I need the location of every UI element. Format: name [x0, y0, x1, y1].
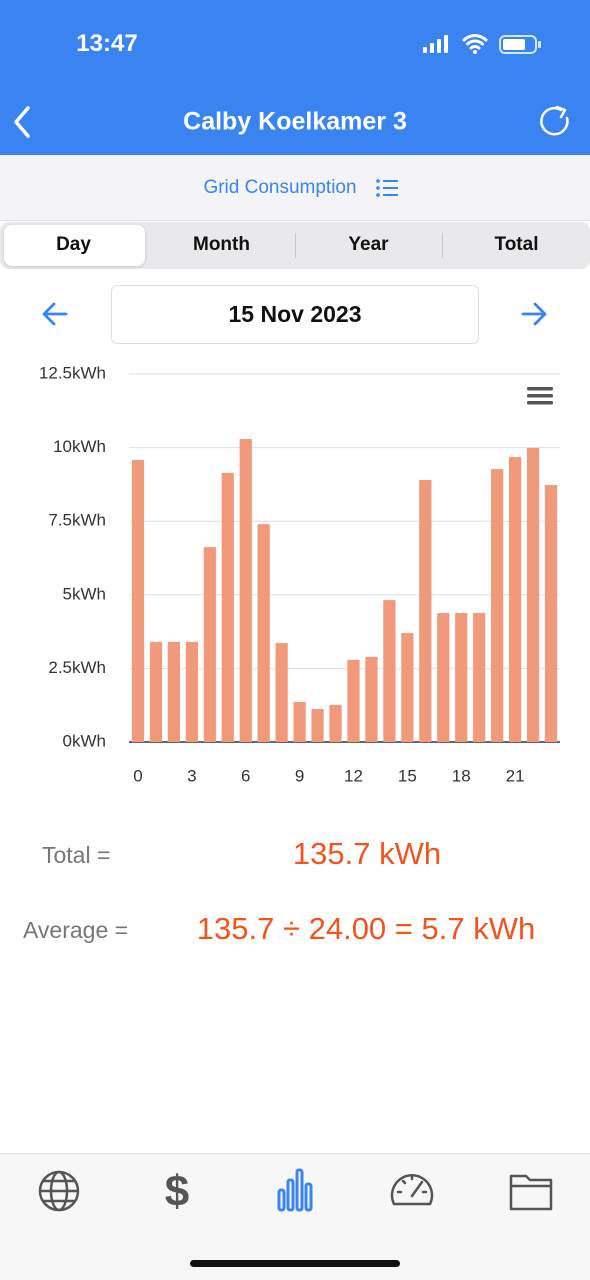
average-label: Average = — [23, 917, 129, 943]
back-button[interactable] — [8, 104, 38, 140]
bar — [544, 484, 558, 742]
x-tick-label: 21 — [506, 766, 525, 785]
bar — [131, 459, 145, 742]
x-tick-label: 3 — [187, 766, 196, 785]
bar — [508, 457, 522, 742]
y-tick-label: 0kWh — [63, 731, 106, 750]
bar — [526, 447, 540, 742]
x-tick-label: 15 — [398, 766, 417, 785]
tab-divider — [295, 233, 296, 258]
nav-icons: $ — [38, 1167, 553, 1216]
bar — [221, 472, 234, 742]
next-date[interactable] — [519, 300, 549, 328]
bar — [275, 643, 288, 742]
top-bar: 13:47 Calby Koelkamer 3 — [0, 0, 590, 155]
refresh-button[interactable] — [537, 104, 573, 140]
tab[interactable]: Day — [56, 234, 91, 255]
tab[interactable]: Month — [193, 234, 250, 255]
tab[interactable]: Year — [348, 234, 389, 255]
tab-selection — [4, 225, 145, 266]
x-tick-label: 9 — [295, 766, 304, 785]
bar — [257, 524, 270, 742]
status-icons — [423, 34, 541, 54]
tab[interactable]: Total — [494, 234, 539, 255]
period-tabs: Day Month Year Total — [0, 222, 590, 269]
bar — [149, 641, 163, 742]
x-tick-label: 18 — [452, 766, 471, 785]
bar — [491, 469, 504, 742]
nav-globe[interactable] — [38, 1170, 80, 1212]
total-value: 135.7 kWh — [292, 836, 442, 871]
bar — [473, 613, 486, 742]
nav-gauge[interactable] — [390, 1174, 434, 1206]
y-tick-label: 7.5kWh — [48, 511, 106, 530]
bar — [329, 704, 342, 742]
list-icon[interactable] — [375, 177, 399, 199]
bar — [383, 600, 396, 742]
x-tick-label: 12 — [344, 766, 363, 785]
bar — [203, 547, 216, 742]
chart-menu[interactable] — [527, 387, 553, 405]
screen-title: Calby Koelkamer 3 — [183, 107, 407, 136]
bar — [455, 613, 468, 742]
metric-selector[interactable]: Grid Consumption — [203, 177, 357, 198]
bottom-nav: $ — [0, 1153, 590, 1280]
subheader: Grid Consumption — [0, 155, 590, 221]
y-tick-label: 2.5kWh — [48, 658, 106, 677]
bar — [419, 479, 432, 742]
nav-files[interactable] — [509, 1174, 553, 1211]
bar — [311, 709, 324, 742]
x-tick-label: 6 — [241, 766, 250, 785]
x-tick-label: 0 — [133, 766, 142, 785]
bar — [401, 633, 414, 742]
bar — [347, 659, 360, 742]
y-tick-label: 10kWh — [53, 437, 106, 456]
home-indicator — [190, 1260, 400, 1267]
bar — [185, 641, 198, 742]
bar — [437, 613, 450, 742]
total-label: Total = — [42, 842, 111, 868]
average-value: 135.7 ÷ 24.00 = 5.7 kWh — [196, 911, 536, 946]
status-time: 13:47 — [76, 30, 138, 57]
prev-date[interactable] — [40, 300, 70, 328]
date-display[interactable]: 15 Nov 2023 — [111, 285, 479, 344]
nav-charts[interactable] — [277, 1168, 313, 1212]
bar — [365, 656, 378, 742]
y-tick-label: 12.5kWh — [39, 363, 106, 382]
bar — [293, 701, 306, 742]
chart: 21 18 15 12 9 6 3 0 12.5kWh 10kWh 7.5kWh 5kWh 2.5kWh… — [39, 363, 560, 785]
bar — [239, 439, 252, 742]
tab-divider — [442, 233, 443, 258]
nav-finance[interactable]: $ — [165, 1167, 189, 1216]
bar — [167, 641, 181, 742]
y-tick-label: 5kWh — [63, 584, 106, 603]
